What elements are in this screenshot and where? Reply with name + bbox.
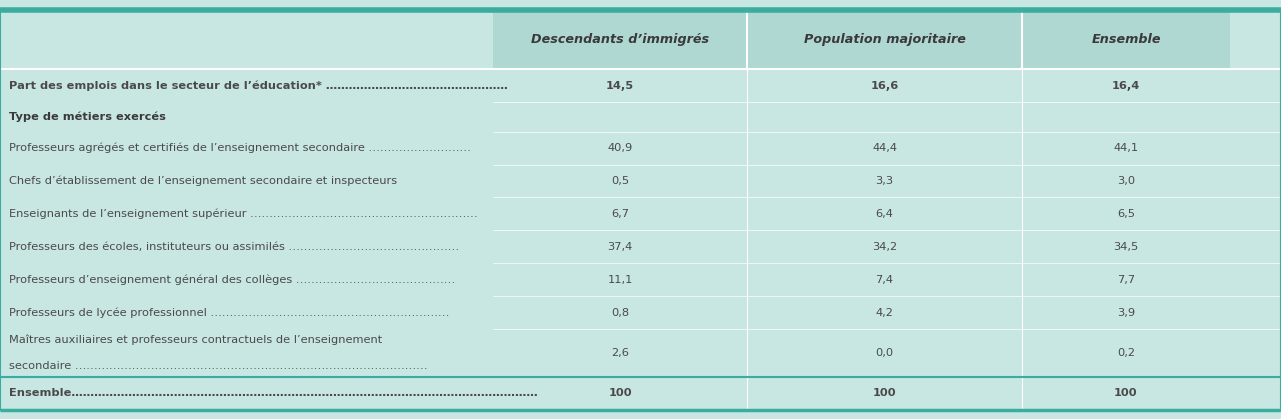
Text: Descendants d’immigrés: Descendants d’immigrés (530, 33, 710, 47)
Text: secondaire …………………………………………………………………………………: secondaire ……………………………………………………………………………… (9, 361, 428, 371)
Text: 3,0: 3,0 (1117, 176, 1135, 186)
Text: Enseignants de l’enseignement supérieur ……………………………………………………: Enseignants de l’enseignement supérieur … (9, 209, 478, 219)
FancyBboxPatch shape (1022, 10, 1230, 69)
FancyBboxPatch shape (747, 10, 1022, 69)
Text: 3,3: 3,3 (875, 176, 894, 186)
Text: 11,1: 11,1 (607, 274, 633, 285)
Text: 16,6: 16,6 (870, 80, 899, 91)
Text: 44,4: 44,4 (872, 143, 897, 153)
Text: 100: 100 (608, 388, 632, 398)
Text: 34,2: 34,2 (872, 242, 897, 252)
Text: 14,5: 14,5 (606, 80, 634, 91)
Text: Population majoritaire: Population majoritaire (803, 33, 966, 47)
Text: Type de métiers exercés: Type de métiers exercés (9, 111, 165, 122)
Text: Ensemble……………………………………………………………………………………………………………: Ensemble……………………………………………………………………………………… (9, 388, 538, 398)
Text: Maîtres auxiliaires et professeurs contractuels de l’enseignement: Maîtres auxiliaires et professeurs contr… (9, 334, 382, 345)
Text: 6,5: 6,5 (1117, 209, 1135, 219)
Text: Professeurs agrégés et certifiés de l’enseignement secondaire ………………………: Professeurs agrégés et certifiés de l’en… (9, 143, 471, 153)
Text: 0,8: 0,8 (611, 308, 629, 318)
Text: 16,4: 16,4 (1112, 80, 1140, 91)
Text: 6,7: 6,7 (611, 209, 629, 219)
FancyBboxPatch shape (493, 10, 747, 69)
Text: 7,4: 7,4 (875, 274, 894, 285)
Text: 4,2: 4,2 (876, 308, 893, 318)
Text: Professeurs d’enseignement général des collèges ……………………………………: Professeurs d’enseignement général des c… (9, 274, 455, 285)
Text: 0,0: 0,0 (875, 348, 894, 358)
Text: 100: 100 (1114, 388, 1138, 398)
Text: 44,1: 44,1 (1113, 143, 1139, 153)
Text: 2,6: 2,6 (611, 348, 629, 358)
Text: Part des emplois dans le secteur de l’éducation* …………………………………………: Part des emplois dans le secteur de l’éd… (9, 80, 507, 91)
Text: 37,4: 37,4 (607, 242, 633, 252)
Text: Chefs d’établissement de l’enseignement secondaire et inspecteurs: Chefs d’établissement de l’enseignement … (9, 176, 397, 186)
Text: 6,4: 6,4 (876, 209, 893, 219)
Text: 40,9: 40,9 (607, 143, 633, 153)
Text: Ensemble: Ensemble (1091, 33, 1161, 47)
Text: 7,7: 7,7 (1117, 274, 1135, 285)
Text: Professeurs de lycée professionnel ………………………………………………………: Professeurs de lycée professionnel ……………… (9, 307, 450, 318)
Text: 0,5: 0,5 (611, 176, 629, 186)
Text: Professeurs des écoles, instituteurs ou assimilés ………………………………………: Professeurs des écoles, instituteurs ou … (9, 242, 459, 252)
Text: 3,9: 3,9 (1117, 308, 1135, 318)
Text: 34,5: 34,5 (1113, 242, 1139, 252)
Text: 100: 100 (872, 388, 897, 398)
Text: 0,2: 0,2 (1117, 348, 1135, 358)
